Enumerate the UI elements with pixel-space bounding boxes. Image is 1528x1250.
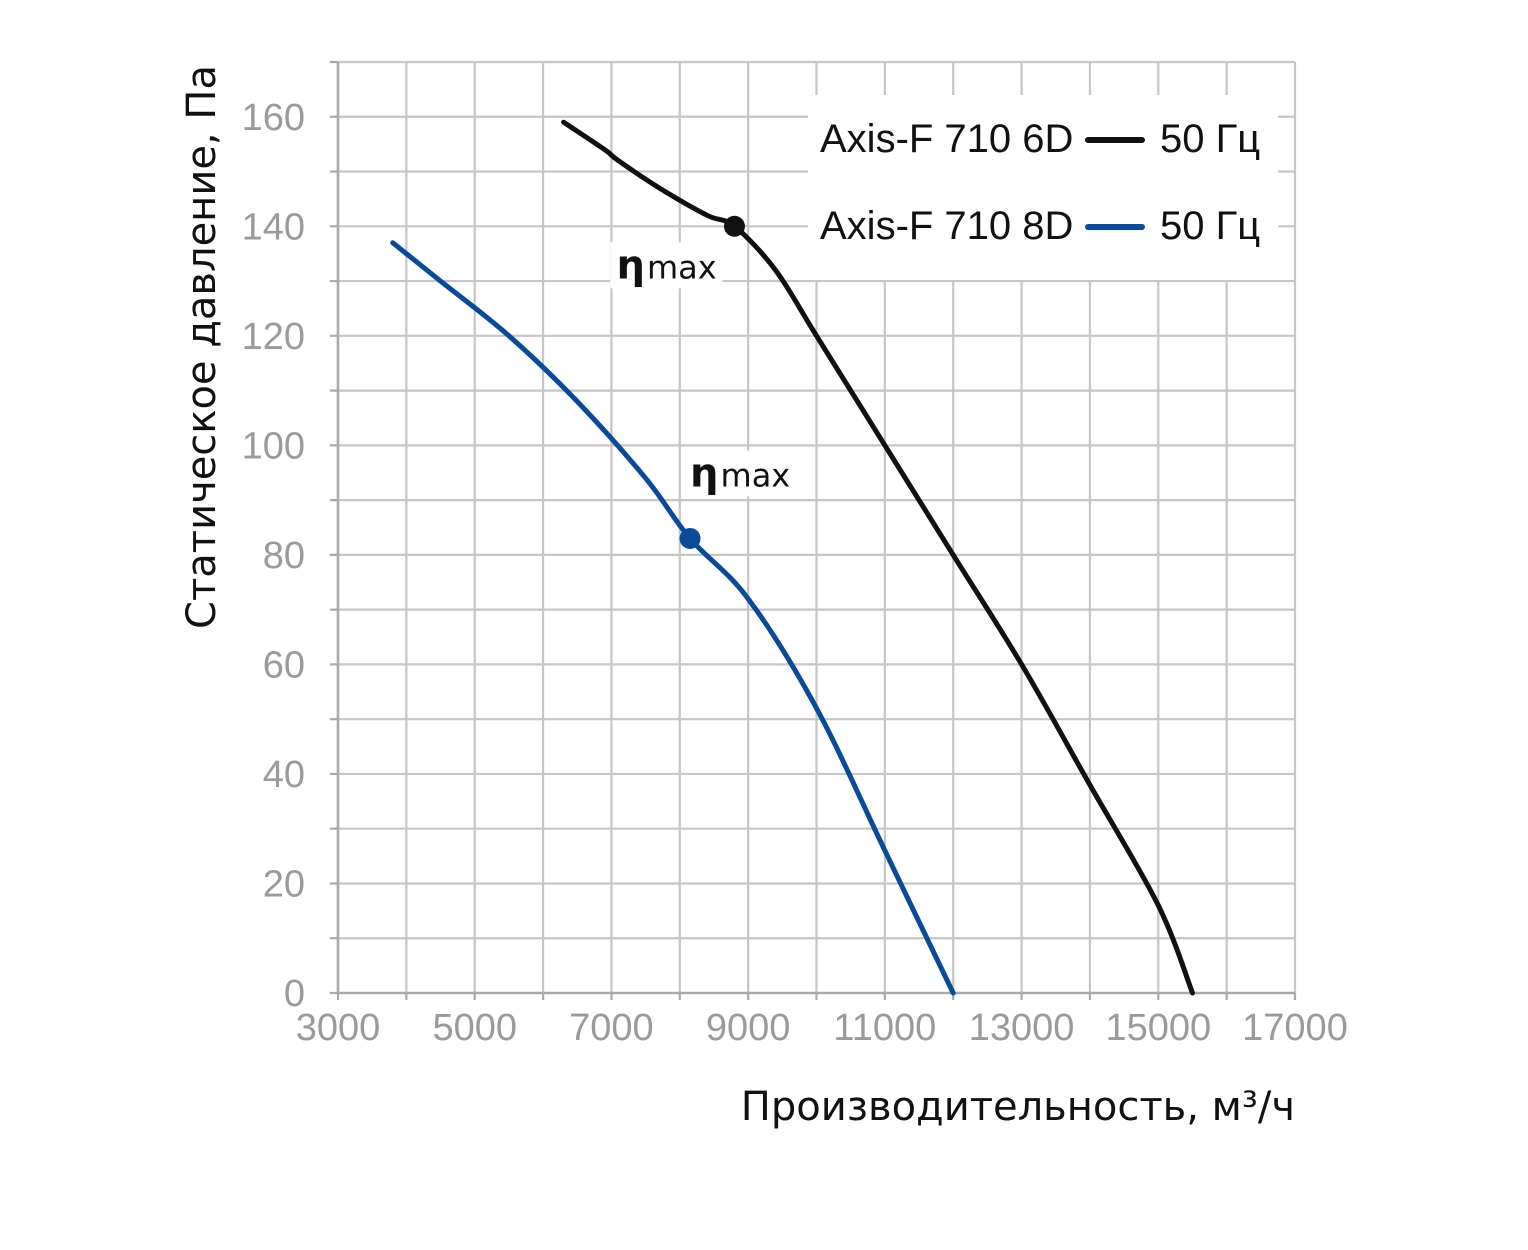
legend-entry-frequency: 50 Гц (1160, 117, 1260, 161)
x-tick-label: 13000 (969, 1007, 1075, 1049)
x-tick-label: 11000 (833, 1007, 936, 1049)
eta-label-background (684, 450, 797, 497)
y-axis-title: Статическое давление, Па (179, 65, 225, 629)
x-axis-title: Производительность, м³/ч (741, 1084, 1295, 1130)
eta-subscript: max (647, 248, 717, 286)
y-tick-label: 20 (263, 863, 305, 905)
y-tick-label: 60 (263, 644, 305, 686)
x-tick-label: 5000 (432, 1007, 517, 1049)
eta-max-label: ηmax (616, 242, 716, 288)
y-tick-label: 40 (263, 754, 305, 796)
y-tick-label: 0 (284, 973, 305, 1015)
x-tick-label: 7000 (569, 1007, 654, 1049)
legend-entry-frequency: 50 Гц (1160, 204, 1260, 248)
y-tick-label: 120 (242, 316, 305, 358)
series-line-2 (390, 240, 956, 996)
x-tick-label: 15000 (1105, 1007, 1211, 1049)
x-tick-label: 17000 (1242, 1007, 1348, 1049)
eta-max-point-1 (723, 215, 745, 237)
series-line-1 (561, 119, 1195, 996)
y-tick-label: 140 (242, 206, 305, 248)
x-tick-label: 9000 (706, 1007, 791, 1049)
legend-background (808, 95, 1278, 280)
y-tick-label: 80 (263, 535, 305, 577)
y-axis-ticks: 0 20 40 60 80 100 120 140 160 (242, 97, 305, 1015)
eta-max-point-2 (679, 527, 701, 549)
eta-label-background (610, 242, 723, 289)
y-tick-label: 100 (242, 425, 305, 467)
legend: Axis-F 710 6D 50 Гц Axis-F 710 8D 50 Гц (808, 95, 1278, 280)
x-tick-label: 3000 (296, 1007, 381, 1049)
legend-entry-name: Axis-F 710 8D (820, 204, 1073, 248)
eta-symbol: η (690, 450, 718, 496)
y-tick-label: 160 (242, 97, 305, 139)
eta-max-label: ηmax (690, 450, 790, 496)
eta-symbol: η (616, 242, 644, 288)
legend-entry-name: Axis-F 710 6D (820, 117, 1073, 161)
eta-subscript: max (721, 456, 791, 494)
x-axis-ticks: 3000 5000 7000 9000 11000 13000 15000 17000 (296, 1007, 1348, 1049)
